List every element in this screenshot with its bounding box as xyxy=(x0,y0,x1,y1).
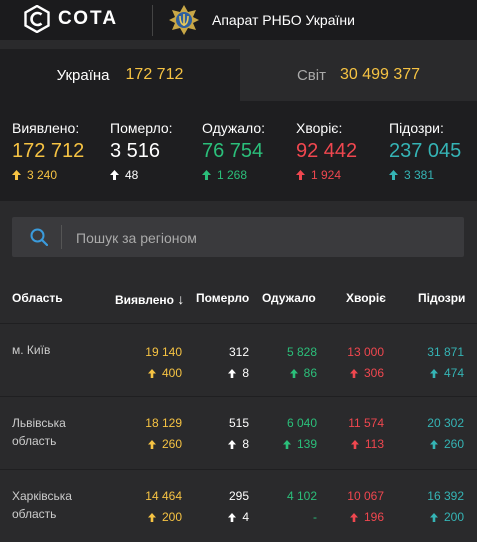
arrow-up-icon xyxy=(147,512,156,522)
sota-logo[interactable]: СОТА xyxy=(23,5,118,33)
cell-confirmed: 14 464 200 xyxy=(145,489,182,524)
arrow-up-icon xyxy=(228,512,237,522)
cell-recovered: 5 828 86 xyxy=(286,345,317,380)
stat-confirmed-delta: 3 240 xyxy=(12,168,84,182)
stat-sick-value: 92 442 xyxy=(296,140,358,162)
no-change-dash: - xyxy=(313,510,317,524)
stat-sick-label: Хворіє: xyxy=(296,120,343,136)
sota-logo-icon xyxy=(24,5,50,33)
stat-suspected: Підозри: 237 045 3 381 xyxy=(389,120,461,182)
arrow-up-icon xyxy=(110,170,119,180)
stat-confirmed: Виявлено: 172 712 3 240 xyxy=(12,120,84,182)
stat-deaths-label: Померло: xyxy=(110,120,173,136)
stat-suspected-label: Підозри: xyxy=(389,120,444,136)
cell-suspected: 16 392 200 xyxy=(427,489,464,524)
stat-deaths-value: 3 516 xyxy=(110,140,161,162)
row-region: Харківська область xyxy=(12,489,72,521)
region-tabs: Україна 172 712 Світ 30 499 377 xyxy=(0,49,477,101)
col-recovered[interactable]: Одужало xyxy=(262,291,316,305)
arrow-up-icon xyxy=(228,368,237,378)
app-header: СОТА Апарат РНБО України xyxy=(0,0,477,40)
arrow-up-icon xyxy=(147,439,156,449)
search-icon[interactable] xyxy=(30,228,48,246)
arrow-up-icon xyxy=(202,170,211,180)
stat-recovered: Одужало: 76 754 1 268 xyxy=(202,120,265,182)
stat-sick: Хворіє: 92 442 1 924 xyxy=(296,120,357,182)
cell-deaths: 295 4 xyxy=(228,489,249,524)
search-section xyxy=(0,201,477,273)
arrow-up-icon xyxy=(429,512,438,522)
tab-world[interactable]: Світ 30 499 377 xyxy=(240,49,477,101)
tab-ukraine-label: Україна xyxy=(56,66,110,84)
logo-text: СОТА xyxy=(58,8,119,29)
cell-confirmed: 19 140 400 xyxy=(145,345,182,380)
row-region: Львівська область xyxy=(12,416,66,448)
tab-ukraine[interactable]: Україна 172 712 xyxy=(0,49,240,101)
tab-world-value: 30 499 377 xyxy=(339,66,421,83)
stat-confirmed-value: 172 712 xyxy=(12,140,85,162)
stat-deaths: Померло: 3 516 48 xyxy=(110,120,173,182)
table-row[interactable]: Харківська область 14 464 200 295 4 4 10… xyxy=(0,469,477,542)
cell-suspected: 31 871 474 xyxy=(427,345,464,380)
col-sick[interactable]: Хворіє xyxy=(346,291,386,305)
col-confirmed[interactable]: Виявлено ↓ xyxy=(115,291,184,307)
stat-recovered-value: 76 754 xyxy=(202,140,264,162)
table-body: м. Київ 19 140 400 312 8 5 828 86 13 000… xyxy=(0,323,477,542)
stat-recovered-label: Одужало: xyxy=(202,120,266,136)
table-header: Область Виявлено ↓ Померло Одужало Хворі… xyxy=(0,273,477,323)
tab-ukraine-value: 172 712 xyxy=(125,66,184,83)
search-separator xyxy=(61,225,62,249)
col-deaths[interactable]: Померло xyxy=(196,291,250,305)
sort-arrow-icon: ↓ xyxy=(177,291,185,307)
rnbo-emblem-icon xyxy=(169,5,199,35)
arrow-up-icon xyxy=(296,170,305,180)
arrow-up-icon xyxy=(429,439,438,449)
col-confirmed-label: Виявлено xyxy=(115,293,174,307)
summary-stats: Виявлено: 172 712 3 240 Померло: 3 516 4… xyxy=(0,101,477,201)
cell-sick: 11 574 113 xyxy=(348,416,384,451)
stat-recovered-delta: 1 268 xyxy=(202,168,265,182)
arrow-up-icon xyxy=(349,368,358,378)
cell-sick: 10 067 196 xyxy=(347,489,384,524)
search-box[interactable] xyxy=(12,217,464,257)
stat-suspected-delta: 3 381 xyxy=(389,168,461,182)
cell-suspected: 20 302 260 xyxy=(427,416,464,451)
arrow-up-icon xyxy=(228,439,237,449)
arrow-up-icon xyxy=(350,439,359,449)
table-row[interactable]: м. Київ 19 140 400 312 8 5 828 86 13 000… xyxy=(0,323,477,396)
arrow-up-icon xyxy=(349,512,358,522)
cell-sick: 13 000 306 xyxy=(347,345,384,380)
arrow-up-icon xyxy=(282,439,291,449)
stat-suspected-value: 237 045 xyxy=(389,140,462,162)
row-region: м. Київ xyxy=(12,343,51,357)
stat-confirmed-label: Виявлено: xyxy=(12,120,80,136)
arrow-up-icon xyxy=(12,170,21,180)
cell-recovered: 4 102 - xyxy=(286,489,317,524)
stat-sick-delta: 1 924 xyxy=(296,168,357,182)
arrow-up-icon xyxy=(389,170,398,180)
tab-world-label: Світ xyxy=(296,66,326,84)
agency-title[interactable]: Апарат РНБО України xyxy=(212,12,355,28)
col-suspected[interactable]: Підозри xyxy=(418,291,466,305)
table-row[interactable]: Львівська область 18 129 260 515 8 6 040… xyxy=(0,396,477,469)
header-divider xyxy=(152,5,153,36)
arrow-up-icon xyxy=(147,368,156,378)
cell-recovered: 6 040 139 xyxy=(282,414,317,453)
cell-deaths: 515 8 xyxy=(228,416,249,451)
col-region[interactable]: Область xyxy=(12,291,63,305)
arrow-up-icon xyxy=(429,368,438,378)
cell-deaths: 312 8 xyxy=(228,345,249,380)
stat-deaths-delta: 48 xyxy=(110,168,173,182)
arrow-up-icon xyxy=(289,368,298,378)
cell-confirmed: 18 129 260 xyxy=(145,416,182,451)
search-input[interactable] xyxy=(74,225,448,251)
